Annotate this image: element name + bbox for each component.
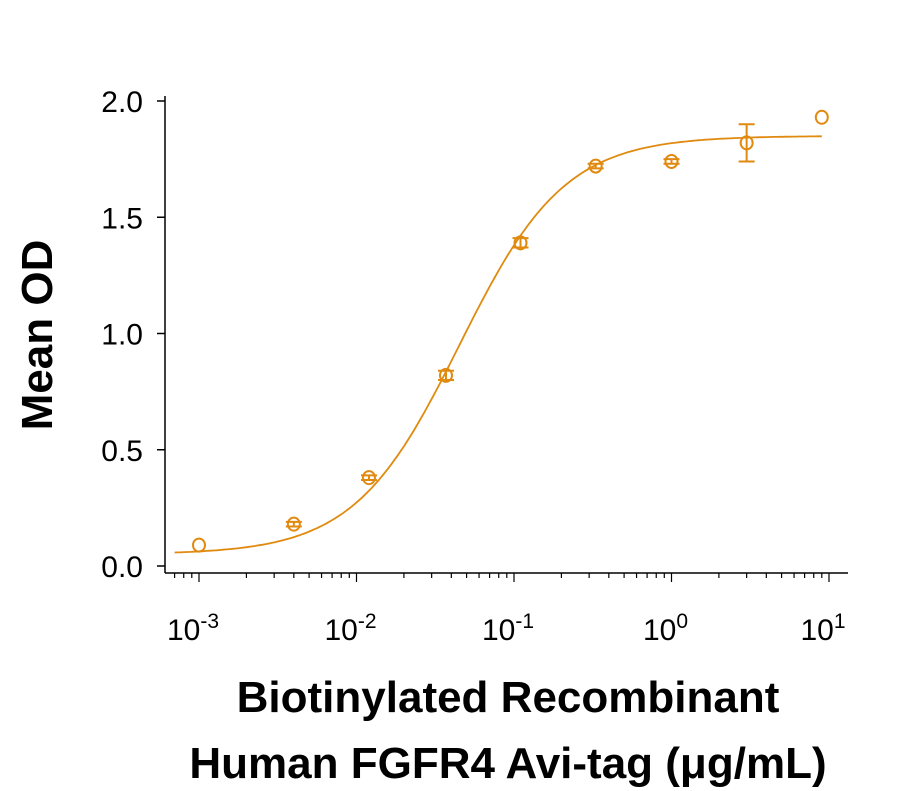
data-point (814, 109, 829, 125)
x-tick-label: 100 (643, 610, 688, 647)
y-axis-title: Mean OD (13, 240, 62, 431)
data-point (513, 235, 528, 251)
x-tick-label: 101 (800, 610, 845, 647)
fit-curve (174, 135, 822, 554)
y-tick-label: 0.0 (101, 551, 143, 584)
y-tick-label: 0.5 (101, 435, 143, 468)
x-tick-label: 10-2 (324, 610, 376, 647)
y-tick-label: 1.0 (101, 319, 143, 352)
x-tick-label: 10-1 (482, 610, 534, 647)
axes: 0.0 0.5 1.0 1.5 2.0 10-3 10-2 10-1 100 101 (101, 86, 848, 647)
data-point (192, 537, 206, 553)
data-point (286, 516, 301, 532)
y-tick-label: 2.0 (101, 86, 143, 119)
data-point (664, 153, 679, 169)
data-points (192, 109, 829, 553)
data-point (438, 367, 453, 383)
data-point (361, 470, 376, 486)
x-axis-title-line-2: Human FGFR4 Avi-tag (μg/mL) (189, 739, 826, 788)
x-tick-label: 10-3 (167, 610, 219, 647)
data-point (588, 158, 603, 174)
y-tick-label: 1.5 (101, 202, 143, 235)
fit-curve-group (174, 135, 822, 554)
x-axis-title-line-1: Biotinylated Recombinant (237, 673, 780, 722)
data-point (739, 135, 754, 151)
